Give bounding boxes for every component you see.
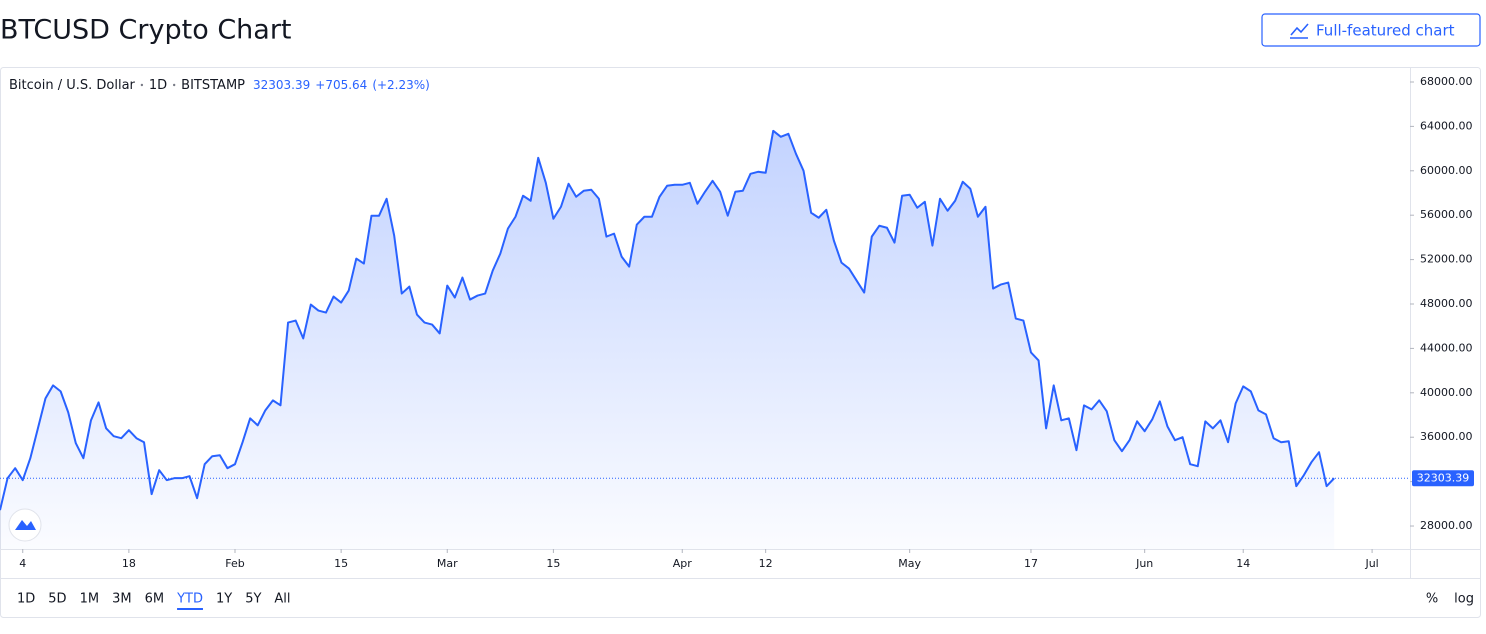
legend-separator xyxy=(172,83,176,87)
legend-exchange: BITSTAMP xyxy=(181,78,245,93)
x-tick-label: 12 xyxy=(759,557,773,570)
x-tick-label: 15 xyxy=(334,557,348,570)
x-tick-label: Jul xyxy=(1364,557,1378,570)
logo-icon xyxy=(15,520,36,530)
y-tick-label: 56000.00 xyxy=(1420,208,1473,221)
range-button[interactable]: 1D xyxy=(17,592,35,607)
range-button[interactable]: All xyxy=(274,592,290,607)
y-tick-label: 60000.00 xyxy=(1420,164,1473,177)
legend-interval: 1D xyxy=(149,78,167,93)
range-button[interactable]: 1Y xyxy=(216,592,232,607)
y-tick-label: 40000.00 xyxy=(1420,386,1473,399)
legend-separator xyxy=(140,83,144,87)
x-tick-label: Mar xyxy=(437,557,458,570)
y-tick-label: 68000.00 xyxy=(1420,75,1473,88)
y-tick-label: 28000.00 xyxy=(1420,519,1473,532)
area-fill xyxy=(0,130,1335,549)
range-button[interactable]: 6M xyxy=(145,592,165,607)
range-button[interactable]: 1M xyxy=(80,592,100,607)
logo xyxy=(8,508,42,542)
price-line xyxy=(0,129,1335,511)
plot xyxy=(0,129,1410,549)
x-tick-label: 17 xyxy=(1024,557,1038,570)
y-tick-label: 48000.00 xyxy=(1420,297,1473,310)
y-tick-label: 44000.00 xyxy=(1420,341,1473,354)
range-button[interactable]: 3M xyxy=(112,592,132,607)
legend-change-percent: (+2.23%) xyxy=(372,78,430,92)
range-button[interactable]: 5Y xyxy=(245,592,261,607)
x-tick-label: 14 xyxy=(1236,557,1250,570)
x-tick-label: Apr xyxy=(673,557,693,570)
last-price-badge xyxy=(1412,470,1474,487)
legend-last: 32303.39 xyxy=(253,78,310,92)
range-button[interactable]: 5D xyxy=(48,592,66,607)
x-tick-label: May xyxy=(898,557,921,570)
x-tick-label: Jun xyxy=(1135,557,1153,570)
y-tick-label: 64000.00 xyxy=(1420,119,1473,132)
button-frame[interactable] xyxy=(1261,13,1481,47)
range-button[interactable]: YTD xyxy=(176,592,203,607)
x-tick-label: 18 xyxy=(122,557,136,570)
y-tick-label: 52000.00 xyxy=(1420,253,1473,266)
button-label[interactable]: Full-featured chart xyxy=(1316,22,1455,40)
button-icon xyxy=(1290,23,1309,39)
x-tick-label: 15 xyxy=(546,557,560,570)
x-tick-label: 4 xyxy=(19,557,26,570)
x-tick-label: Feb xyxy=(225,557,244,570)
scale-button[interactable]: log xyxy=(1454,592,1474,607)
last-price-label: 32303.39 xyxy=(1417,472,1470,485)
scale-button[interactable]: % xyxy=(1426,592,1438,607)
y-tick-label: 36000.00 xyxy=(1420,430,1473,443)
page-title: BTCUSD Crypto Chart xyxy=(0,15,292,46)
full-chart-button[interactable]: Full-featured chart xyxy=(1261,13,1481,47)
legend-symbol: Bitcoin / U.S. Dollar xyxy=(9,78,136,93)
legend-change: +705.64 xyxy=(315,78,367,92)
legend: Bitcoin / U.S. Dollar 1D BITSTAMP 32303.39 +… xyxy=(9,78,430,93)
